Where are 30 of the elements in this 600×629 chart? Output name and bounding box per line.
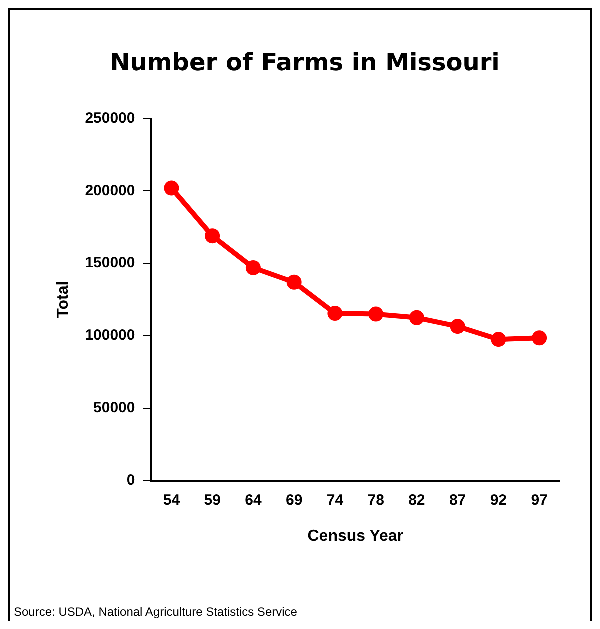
point: [491, 332, 506, 348]
point: [532, 330, 548, 346]
x-tick-label: 78: [368, 492, 384, 509]
x-tick-label: 54: [163, 492, 181, 509]
y-tick-label: 0: [126, 472, 136, 489]
y-tick-label: 100000: [85, 327, 136, 344]
point: [164, 180, 180, 196]
x-tick-label: 69: [286, 492, 303, 509]
x-tick-label: 82: [408, 492, 426, 509]
y-tick-label: 50000: [94, 400, 136, 417]
x-tick-label: 64: [245, 492, 262, 509]
point: [368, 306, 384, 322]
point: [246, 260, 261, 276]
x-axis-title: Census Year: [308, 528, 404, 545]
x-tick-label: 97: [531, 492, 548, 509]
x-tick-label: 87: [449, 492, 466, 509]
point: [450, 319, 466, 334]
x-tick-label: 74: [326, 492, 344, 509]
point: [286, 274, 302, 290]
y-tick-label: 200000: [85, 182, 136, 200]
y-axis-title: Total: [55, 281, 72, 318]
y-tick-label: 250000: [85, 110, 136, 127]
source-note: Source: USDA, National Agriculture Statistics Service: [14, 605, 298, 619]
chart-title: Number of Farms in Missouri: [110, 48, 500, 77]
y-tick-label: 150000: [85, 254, 136, 272]
point: [409, 310, 424, 326]
x-tick-label: 92: [490, 492, 508, 509]
point: [205, 228, 220, 244]
point: [328, 306, 343, 322]
x-tick-label: 59: [204, 492, 221, 509]
